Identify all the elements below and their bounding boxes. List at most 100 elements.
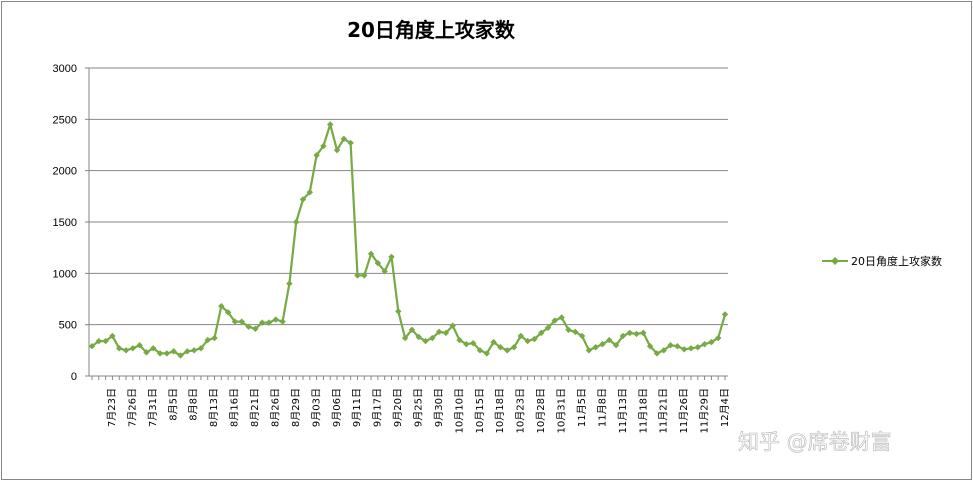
data-point (381, 268, 388, 275)
x-tick-label: 9月11日 (351, 388, 363, 427)
x-tick-label: 11月5日 (576, 388, 588, 427)
data-point (626, 329, 633, 337)
data-point (660, 347, 667, 354)
x-tick-label: 9月03日 (310, 388, 322, 427)
data-point (714, 334, 722, 342)
data-point (367, 250, 375, 258)
data-point (265, 319, 273, 326)
data-point (177, 352, 184, 359)
legend-label: 20日角度上攻家数 (851, 254, 942, 268)
data-point (272, 316, 279, 323)
data-point (245, 323, 252, 330)
data-point (252, 325, 259, 332)
x-tick-label: 11月13日 (617, 388, 629, 433)
x-tick-label: 7月31日 (147, 388, 159, 427)
x-tick-label: 8月13日 (208, 388, 220, 427)
data-point (224, 309, 232, 316)
data-point (422, 337, 429, 345)
data-point (483, 350, 490, 357)
data-point (456, 336, 463, 344)
data-point (503, 347, 511, 354)
data-point (565, 326, 572, 333)
data-point (558, 314, 565, 321)
data-point (544, 324, 552, 331)
data-point (292, 218, 300, 226)
data-point (599, 340, 606, 348)
data-point (517, 332, 525, 340)
x-tick-label: 11月26日 (678, 388, 690, 433)
x-tick-label: 10月18日 (494, 388, 506, 433)
data-point (327, 121, 334, 128)
data-point (279, 318, 286, 325)
data-point (136, 342, 143, 349)
data-point (592, 344, 599, 351)
data-point (150, 345, 157, 352)
series-line-path (91, 123, 727, 357)
y-tick-label: 1000 (53, 268, 77, 280)
data-point (286, 280, 293, 287)
data-point (640, 329, 647, 337)
data-point (218, 302, 225, 310)
data-point (190, 347, 198, 354)
x-tick-label: 8月8日 (188, 388, 200, 421)
data-point (674, 343, 681, 350)
data-point (299, 196, 307, 203)
data-point (694, 344, 701, 351)
data-point (340, 135, 348, 143)
data-point (184, 348, 191, 355)
data-point (109, 332, 116, 340)
data-point (449, 322, 456, 329)
data-point (258, 319, 266, 326)
data-point (238, 318, 245, 325)
data-point (442, 329, 450, 337)
x-tick-label: 10月15日 (474, 388, 486, 433)
data-point (388, 253, 395, 261)
x-tick-label: 8月26日 (269, 388, 281, 427)
x-tick-label: 10月28日 (535, 388, 547, 433)
x-tick-label: 11月29日 (699, 388, 711, 433)
x-tick-label: 9月17日 (372, 388, 384, 427)
data-point (354, 272, 361, 279)
x-tick-label: 8月29日 (290, 388, 302, 427)
x-tick-label: 8月5日 (167, 388, 179, 421)
data-point (116, 345, 123, 352)
data-point (429, 334, 436, 342)
x-tick-label: 7月26日 (126, 388, 138, 427)
y-tick-label: 3000 (53, 63, 77, 75)
data-point (401, 334, 409, 342)
data-point (102, 337, 109, 345)
y-tick-label: 500 (59, 320, 77, 332)
data-point (408, 326, 416, 333)
data-point (129, 345, 137, 352)
data-point (204, 336, 211, 344)
x-tick-label: 9月25日 (413, 388, 425, 427)
data-point (435, 328, 443, 336)
data-point (88, 343, 96, 350)
x-tick-label: 12月4日 (719, 388, 731, 427)
x-tick-label: 10月23日 (515, 388, 527, 433)
data-point (701, 340, 708, 348)
data-point (551, 317, 559, 324)
data-point (95, 337, 103, 345)
data-point (476, 347, 484, 354)
x-tick-label: 9月20日 (392, 388, 404, 427)
data-point (122, 347, 130, 354)
data-point (490, 338, 497, 346)
x-tick-label: 10月10日 (453, 388, 465, 433)
data-point (524, 337, 531, 345)
x-tick-label: 11月21日 (658, 388, 670, 433)
data-point (320, 142, 327, 150)
data-point (612, 342, 620, 349)
data-point (646, 343, 654, 350)
data-point (633, 330, 640, 338)
data-point (306, 189, 314, 196)
y-tick-label: 1500 (53, 217, 77, 229)
data-point (361, 272, 368, 279)
data-point (585, 347, 593, 354)
data-point (721, 311, 729, 318)
data-point (415, 333, 422, 341)
data-point (538, 329, 545, 337)
data-point (680, 346, 688, 353)
data-point (531, 335, 538, 343)
